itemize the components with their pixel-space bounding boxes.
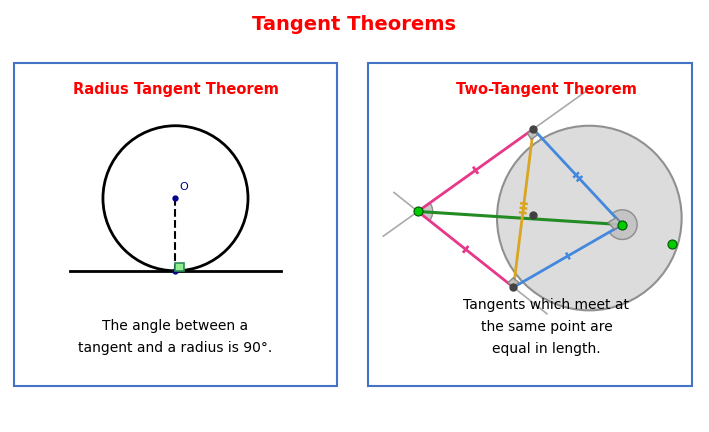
Text: Two-Tangent Theorem: Two-Tangent Theorem xyxy=(456,82,637,97)
Wedge shape xyxy=(610,210,637,239)
Wedge shape xyxy=(418,203,432,221)
FancyBboxPatch shape xyxy=(369,63,691,386)
Text: O: O xyxy=(179,182,188,192)
Polygon shape xyxy=(508,278,519,287)
Text: The angle between a
tangent and a radius is 90°.: The angle between a tangent and a radius… xyxy=(79,319,272,355)
Text: Radius Tangent Theorem: Radius Tangent Theorem xyxy=(72,82,279,97)
Polygon shape xyxy=(527,129,537,140)
Polygon shape xyxy=(608,218,623,229)
Bar xyxy=(176,263,184,271)
Text: Tangents which meet at
the same point are
equal in length.: Tangents which meet at the same point ar… xyxy=(464,298,630,356)
Text: Tangent Theorems: Tangent Theorems xyxy=(252,15,457,34)
Circle shape xyxy=(497,126,681,310)
FancyBboxPatch shape xyxy=(14,63,337,386)
